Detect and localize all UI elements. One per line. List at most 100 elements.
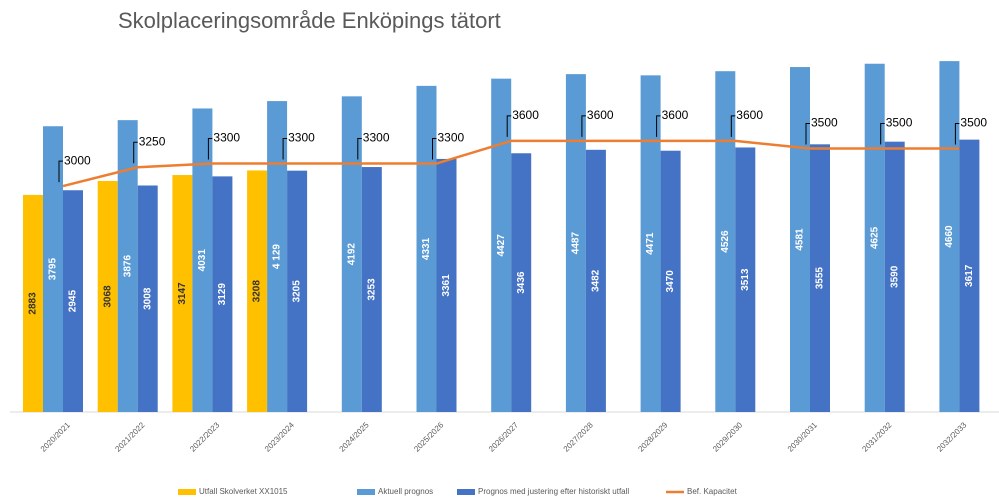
data-label: 3300 <box>213 131 240 145</box>
data-label: 3600 <box>512 108 539 122</box>
legend-label: Prognos med justering efter historiskt u… <box>478 487 629 496</box>
bar <box>267 101 288 412</box>
callout <box>58 160 63 183</box>
legend-swatch <box>178 489 196 495</box>
bar <box>884 141 905 412</box>
callout <box>656 115 661 137</box>
data-label: 4581 <box>795 228 806 251</box>
x-tick-label: 2024/2025 <box>338 420 371 453</box>
callout <box>207 138 213 160</box>
data-label: 3300 <box>363 131 390 145</box>
bar <box>117 120 138 412</box>
callout <box>954 122 960 145</box>
callout <box>357 138 362 160</box>
bar <box>137 185 158 412</box>
data-label: 3147 <box>177 282 188 305</box>
callout <box>880 122 885 145</box>
data-label: 3068 <box>102 285 113 308</box>
bar <box>247 170 268 412</box>
data-label: 4487 <box>571 232 582 255</box>
x-tick-label: 2021/2022 <box>113 420 146 453</box>
x-tick-label: 2032/2033 <box>935 420 968 453</box>
bar <box>23 194 43 412</box>
data-label: 4526 <box>720 230 731 253</box>
data-label: 4471 <box>645 232 656 255</box>
data-label: 3300 <box>288 131 315 145</box>
legend-label: Bef. Kapacitet <box>687 487 738 496</box>
callout <box>432 138 437 160</box>
bar <box>436 158 457 412</box>
data-label: 3250 <box>139 134 166 148</box>
data-label: 4192 <box>346 243 357 266</box>
callout <box>581 115 586 137</box>
data-label: 3590 <box>889 265 900 288</box>
legend-label: Utfall Skolverket XX1015 <box>199 487 288 496</box>
bar <box>172 175 193 412</box>
data-label: 3600 <box>662 108 689 122</box>
data-label: 3500 <box>886 116 913 130</box>
data-label: 4625 <box>869 226 880 249</box>
bar <box>790 67 810 413</box>
callout <box>805 122 810 145</box>
data-label: 3513 <box>740 268 751 291</box>
data-label: 3208 <box>252 280 263 303</box>
x-tick-label: 2031/2032 <box>860 420 893 453</box>
data-label: 3008 <box>142 287 153 310</box>
x-tick-label: 2029/2030 <box>711 420 744 453</box>
data-label: 3300 <box>438 131 465 145</box>
callout <box>282 138 288 160</box>
legend-swatch <box>357 489 375 495</box>
data-label: 4427 <box>496 234 507 257</box>
data-label: 3500 <box>811 116 838 130</box>
bar <box>341 96 362 412</box>
x-tick-label: 2026/2027 <box>487 420 520 453</box>
x-tick-label: 2025/2026 <box>412 420 445 453</box>
data-label: 3129 <box>217 283 228 306</box>
data-label: 3436 <box>516 271 527 294</box>
bar <box>361 167 382 412</box>
legend-swatch <box>457 489 475 495</box>
bar <box>735 147 756 412</box>
bar <box>640 75 661 412</box>
callout <box>506 115 512 137</box>
bar <box>511 153 532 412</box>
x-tick-label: 2022/2023 <box>188 420 221 453</box>
data-label: 3361 <box>441 274 452 297</box>
data-label: 4660 <box>944 225 955 248</box>
line <box>62 139 960 188</box>
bar <box>416 85 437 412</box>
data-label: 3795 <box>48 258 59 281</box>
data-label: 3253 <box>366 278 377 301</box>
bar <box>660 150 681 413</box>
data-label: 2883 <box>28 292 39 315</box>
data-label: 3876 <box>122 255 133 278</box>
x-tick-label: 2023/2024 <box>263 420 296 453</box>
bar <box>959 139 980 412</box>
chart-title: Skolplaceringsområde Enköpings tätort <box>118 8 501 33</box>
bar <box>97 180 118 412</box>
legend-label: Aktuell prognos <box>378 487 433 496</box>
bar <box>491 78 512 412</box>
bar <box>192 108 213 412</box>
bar <box>287 170 308 412</box>
data-label: 3000 <box>64 153 91 167</box>
bar <box>565 74 586 412</box>
x-tick-label: 2020/2021 <box>39 420 72 453</box>
data-label: 3555 <box>815 267 826 290</box>
x-tick-label: 2028/2029 <box>636 420 669 453</box>
data-label: 3470 <box>665 270 676 293</box>
data-label: 4 129 <box>272 244 283 269</box>
data-label: 4031 <box>197 249 208 272</box>
callout <box>730 115 736 137</box>
data-label: 3482 <box>591 269 602 292</box>
bar <box>864 63 885 413</box>
data-label: 3617 <box>964 264 975 287</box>
bar <box>585 149 606 412</box>
bar <box>63 190 83 412</box>
x-tick-label: 2027/2028 <box>562 420 595 453</box>
data-label: 3600 <box>587 108 614 122</box>
data-label: 3205 <box>292 280 303 303</box>
data-label: 3500 <box>960 116 987 130</box>
data-label: 3600 <box>736 108 763 122</box>
